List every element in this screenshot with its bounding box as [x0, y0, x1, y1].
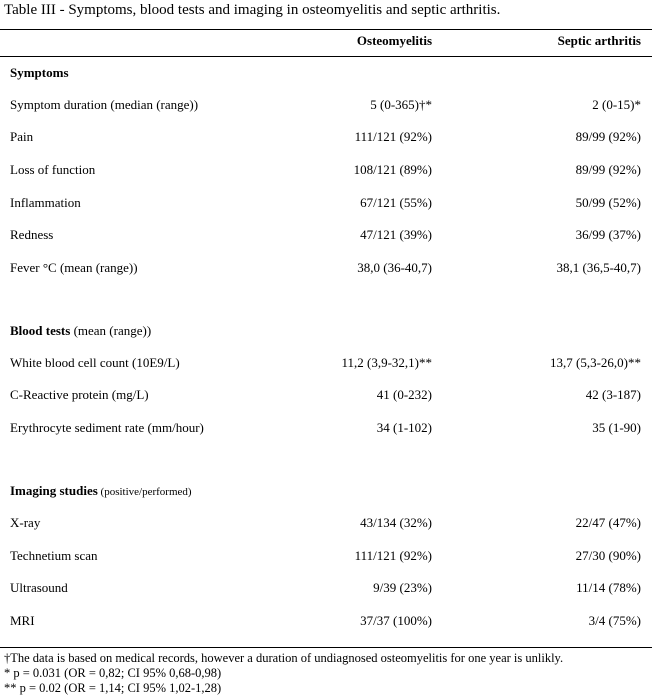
cell: 43/134 (32%) — [360, 514, 432, 530]
cell: 89/99 (92%) — [575, 161, 641, 177]
row-label: Ultrasound — [10, 580, 68, 596]
cell: 11/14 (78%) — [576, 580, 641, 596]
cell: 5 (0-365)†* — [370, 96, 432, 112]
section-qualifier: (mean (range)) — [70, 323, 152, 339]
header-rule — [0, 56, 652, 57]
section-heading: Blood tests (mean (range)) — [10, 323, 151, 339]
cell: 38,0 (36-40,7) — [357, 260, 432, 275]
section-title: Imaging studies — [10, 483, 98, 499]
cell: 3/4 (75%) — [588, 612, 641, 628]
row-label: X-ray — [10, 514, 41, 530]
section-title: Symptoms — [10, 65, 69, 80]
row-label: Pain — [10, 129, 34, 145]
row-label: Redness — [10, 227, 54, 243]
section-heading: Imaging studies (positive/performed) — [10, 483, 192, 500]
footnote: * p = 0.031 (OR = 0,82; CI 95% 0,68-0,98… — [4, 666, 222, 680]
bottom-rule — [0, 647, 652, 648]
cell: 89/99 (92%) — [575, 129, 641, 145]
footnote: †The data is based on medical records, h… — [4, 651, 564, 665]
cell: 67/121 (55%) — [360, 194, 432, 210]
row-label: Inflammation — [10, 194, 81, 210]
cell: 47/121 (39%) — [360, 227, 432, 243]
column-header: Septic arthritis — [557, 33, 641, 48]
cell: 34 (1-102) — [376, 420, 432, 436]
cell: 111/121 (92%) — [354, 129, 432, 145]
cell: 27/30 (90%) — [575, 547, 641, 563]
section-qualifier: (positive/performed) — [97, 486, 192, 499]
footnote: ** p = 0.02 (OR = 1,14; CI 95% 1,02-1,28… — [4, 681, 222, 695]
section-heading: Symptoms — [10, 65, 69, 81]
cell: 13,7 (5,3-26,0)** — [550, 354, 641, 370]
cell: 38,1 (36,5-40,7) — [556, 260, 642, 275]
cell: 36/99 (37%) — [575, 227, 641, 243]
cell: 2 (0-15)* — [592, 96, 641, 112]
row-label: MRI — [10, 612, 35, 628]
column-header: Osteomyelitis — [356, 33, 432, 48]
cell: 50/99 (52%) — [575, 194, 641, 210]
cell: 42 (3-187) — [585, 387, 641, 403]
section-title: Blood tests — [10, 323, 71, 339]
row-label: White blood cell count (10E9/L) — [10, 354, 180, 370]
cell: 35 (1-90) — [592, 420, 641, 436]
top-rule — [0, 29, 652, 30]
cell: 108/121 (89%) — [353, 161, 432, 177]
row-label: C-Reactive protein (mg/L) — [10, 387, 149, 403]
row-label: Fever °C (mean (range)) — [10, 260, 138, 275]
cell: 22/47 (47%) — [575, 514, 641, 530]
row-label: Loss of function — [10, 161, 96, 177]
cell: 41 (0-232) — [376, 387, 432, 403]
row-label: Technetium scan — [10, 547, 98, 563]
row-label: Erythrocyte sediment rate (mm/hour) — [10, 420, 204, 436]
cell: 37/37 (100%) — [360, 612, 432, 628]
table-title: Table III - Symptoms, blood tests and im… — [4, 2, 501, 18]
cell: 9/39 (23%) — [373, 580, 432, 596]
cell: 111/121 (92%) — [354, 547, 432, 563]
row-label: Symptom duration (median (range)) — [10, 96, 199, 112]
cell: 11,2 (3,9-32,1)** — [341, 354, 432, 370]
